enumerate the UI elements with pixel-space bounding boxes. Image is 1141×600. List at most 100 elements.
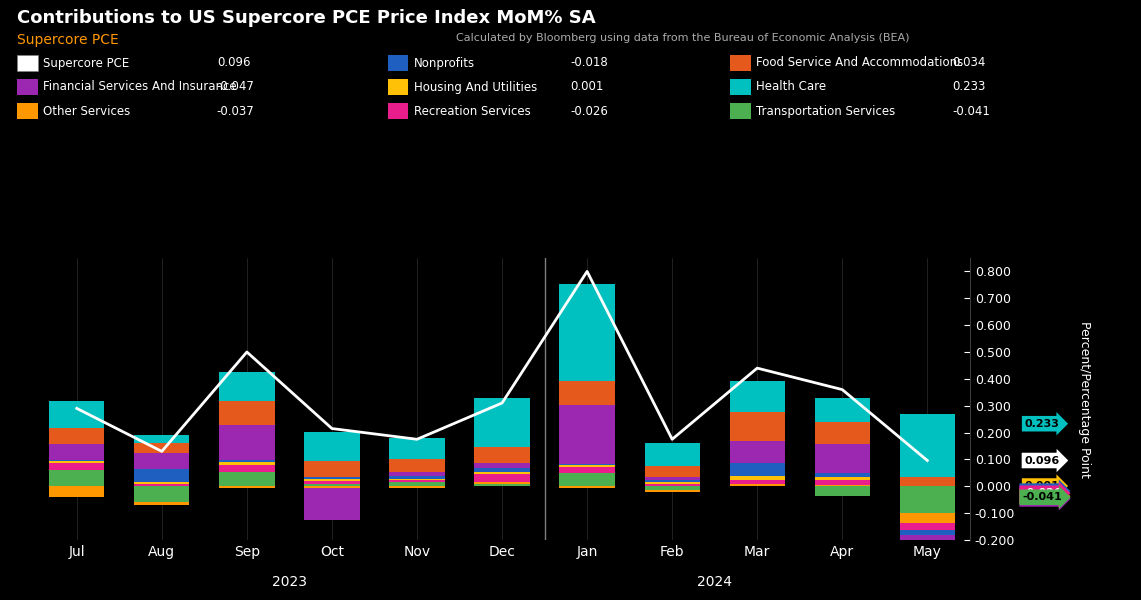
Bar: [475, 463, 529, 468]
Text: -0.018: -0.018: [570, 56, 608, 70]
Bar: [305, 478, 359, 479]
Bar: [389, 480, 445, 482]
Bar: [559, 284, 615, 381]
Text: 0.233: 0.233: [1025, 419, 1060, 429]
Text: Supercore PCE: Supercore PCE: [43, 56, 130, 70]
Bar: [389, 458, 445, 472]
Bar: [559, 466, 615, 467]
Bar: [305, 461, 359, 478]
Text: 0.233: 0.233: [953, 80, 986, 94]
Text: -0.041: -0.041: [1022, 492, 1062, 502]
Bar: [475, 398, 529, 446]
Bar: [729, 442, 785, 463]
Bar: [135, 435, 189, 443]
Bar: [815, 398, 869, 422]
Bar: [815, 444, 869, 473]
Bar: [135, 486, 189, 502]
Bar: [645, 490, 699, 491]
Bar: [49, 401, 105, 428]
Bar: [389, 476, 445, 479]
Bar: [389, 439, 445, 458]
Bar: [729, 484, 785, 486]
Bar: [645, 484, 699, 486]
Text: Calculated by Bloomberg using data from the Bureau of Economic Analysis (BEA): Calculated by Bloomberg using data from …: [456, 33, 909, 43]
Bar: [219, 460, 275, 461]
Text: -0.041: -0.041: [953, 104, 990, 118]
Text: -0.047: -0.047: [1022, 494, 1062, 504]
Bar: [645, 443, 699, 466]
Bar: [900, 477, 955, 486]
Bar: [559, 467, 615, 473]
Bar: [219, 465, 275, 472]
Text: 0.034: 0.034: [953, 56, 986, 70]
Text: Nonprofits: Nonprofits: [414, 56, 476, 70]
Bar: [389, 482, 445, 486]
Bar: [900, 523, 955, 530]
Text: Housing And Utilities: Housing And Utilities: [414, 80, 537, 94]
Text: 0.001: 0.001: [1025, 481, 1060, 491]
Bar: [729, 463, 785, 476]
Bar: [49, 461, 105, 463]
Text: 0.096: 0.096: [217, 56, 250, 70]
Bar: [135, 453, 189, 469]
Text: Health Care: Health Care: [756, 80, 826, 94]
Text: Other Services: Other Services: [43, 104, 130, 118]
Bar: [219, 425, 275, 460]
Bar: [729, 476, 785, 479]
Text: Transportation Services: Transportation Services: [756, 104, 896, 118]
Bar: [815, 485, 869, 486]
Bar: [559, 486, 615, 488]
Bar: [389, 486, 445, 488]
Bar: [645, 482, 699, 484]
Bar: [219, 401, 275, 425]
Bar: [49, 486, 105, 497]
Bar: [475, 446, 529, 463]
Bar: [815, 479, 869, 485]
Bar: [219, 461, 275, 465]
Bar: [135, 482, 189, 484]
Bar: [559, 381, 615, 405]
Bar: [729, 412, 785, 442]
Bar: [475, 468, 529, 472]
Text: 2023: 2023: [272, 575, 307, 589]
Bar: [305, 484, 359, 486]
Text: -0.026: -0.026: [1022, 488, 1062, 498]
Bar: [305, 432, 359, 461]
Bar: [389, 472, 445, 476]
Bar: [135, 502, 189, 505]
Text: -0.026: -0.026: [570, 104, 608, 118]
Bar: [305, 488, 359, 520]
Bar: [815, 473, 869, 478]
Text: Recreation Services: Recreation Services: [414, 104, 531, 118]
Bar: [49, 428, 105, 444]
Bar: [900, 486, 955, 513]
Bar: [475, 472, 529, 474]
Bar: [900, 415, 955, 477]
Text: -0.018: -0.018: [1022, 486, 1062, 496]
Bar: [49, 463, 105, 470]
Text: Financial Services And Insurance: Financial Services And Insurance: [43, 80, 237, 94]
Bar: [135, 469, 189, 482]
Text: Food Service And Accommodations: Food Service And Accommodations: [756, 56, 964, 70]
Text: 0.096: 0.096: [1025, 455, 1060, 466]
Bar: [219, 371, 275, 401]
Bar: [135, 443, 189, 453]
Bar: [900, 513, 955, 523]
Bar: [135, 484, 189, 486]
Bar: [49, 460, 105, 461]
Bar: [475, 484, 529, 486]
Bar: [219, 472, 275, 486]
Bar: [815, 422, 869, 444]
Bar: [219, 486, 275, 488]
Bar: [900, 530, 955, 535]
Bar: [729, 381, 785, 412]
Text: Supercore PCE: Supercore PCE: [17, 33, 119, 47]
Bar: [49, 470, 105, 486]
Text: 0.001: 0.001: [570, 80, 604, 94]
Bar: [645, 477, 699, 479]
Text: -0.047: -0.047: [217, 80, 254, 94]
Bar: [305, 486, 359, 488]
Bar: [475, 474, 529, 482]
Y-axis label: Percent/Percentage Point: Percent/Percentage Point: [1078, 320, 1092, 478]
Bar: [305, 481, 359, 484]
